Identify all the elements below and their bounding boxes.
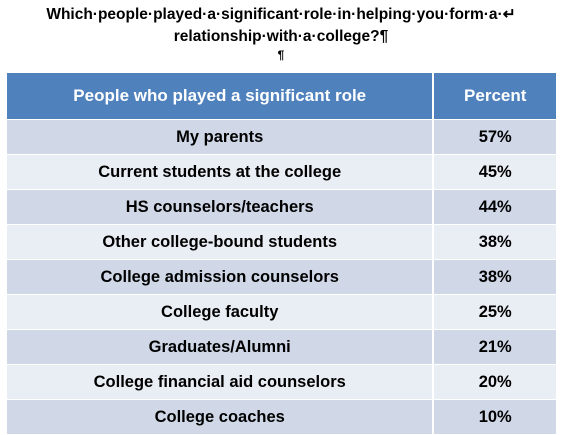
table-row: College admission counselors 38% [7,260,556,295]
table-row: HS counselors/teachers 44% [7,190,556,225]
percent-cell: 25% [432,295,556,329]
role-cell: College coaches [154,407,285,426]
table-row: Current students at the college 45% [7,155,556,190]
percent-cell: 45% [432,155,556,189]
title-line-1: Which·people·played·a·significant·role·i… [46,6,516,23]
table-row: College financial aid counselors 20% [7,365,556,400]
role-cell: HS counselors/teachers [125,197,314,216]
table-header-row: People who played a significant role Per… [7,73,556,120]
title-line-2: relationship·with·a·college?¶ [173,28,389,45]
table-row: Graduates/Alumni 21% [7,330,556,365]
percent-cell: 57% [432,120,556,154]
chart-title: Which·people·played·a·significant·role·i… [0,4,562,62]
header-percent-column: Percent [432,73,556,119]
role-cell: Other college-bound students [102,232,338,251]
percent-cell: 38% [432,260,556,294]
table-row: College faculty 25% [7,295,556,330]
header-role-column: People who played a significant role [73,86,367,105]
role-cell: My parents [176,127,264,146]
percent-cell: 38% [432,225,556,259]
table-row: College coaches 10% [7,400,556,435]
table-body: My parents 57% Current students at the col… [7,120,556,435]
percent-cell: 21% [432,330,556,364]
role-cell: Graduates/Alumni [148,337,291,356]
title-line-3: ¶ [277,48,285,62]
role-cell: College admission counselors [100,267,339,286]
survey-table: People who played a significant role Per… [7,73,556,435]
percent-cell: 20% [432,365,556,399]
role-cell: Current students at the college [98,162,342,181]
table-row: My parents 57% [7,120,556,155]
percent-cell: 44% [432,190,556,224]
role-cell: College financial aid counselors [93,372,346,391]
table-row: Other college-bound students 38% [7,225,556,260]
role-cell: College faculty [161,302,279,321]
percent-cell: 10% [432,400,556,434]
